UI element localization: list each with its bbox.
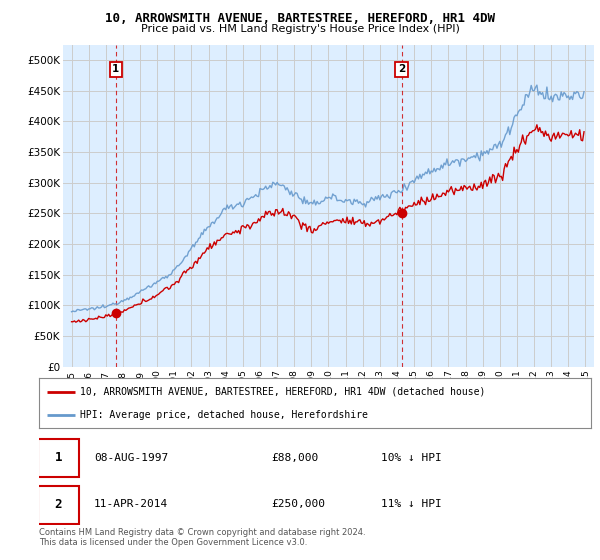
Text: 2: 2 (398, 64, 405, 74)
Text: 11% ↓ HPI: 11% ↓ HPI (381, 500, 442, 509)
Text: £88,000: £88,000 (271, 453, 318, 463)
Text: Price paid vs. HM Land Registry's House Price Index (HPI): Price paid vs. HM Land Registry's House … (140, 24, 460, 34)
Text: 10, ARROWSMITH AVENUE, BARTESTREE, HEREFORD, HR1 4DW (detached house): 10, ARROWSMITH AVENUE, BARTESTREE, HEREF… (80, 386, 486, 396)
Text: 2: 2 (55, 498, 62, 511)
Text: Contains HM Land Registry data © Crown copyright and database right 2024.
This d: Contains HM Land Registry data © Crown c… (39, 528, 365, 547)
Text: 1: 1 (55, 451, 62, 464)
FancyBboxPatch shape (38, 486, 79, 524)
Text: £250,000: £250,000 (271, 500, 325, 509)
Text: 10% ↓ HPI: 10% ↓ HPI (381, 453, 442, 463)
Text: 08-AUG-1997: 08-AUG-1997 (94, 453, 169, 463)
Text: 10, ARROWSMITH AVENUE, BARTESTREE, HEREFORD, HR1 4DW: 10, ARROWSMITH AVENUE, BARTESTREE, HEREF… (105, 12, 495, 25)
Text: 1: 1 (112, 64, 119, 74)
FancyBboxPatch shape (38, 439, 79, 477)
Text: HPI: Average price, detached house, Herefordshire: HPI: Average price, detached house, Here… (80, 410, 368, 420)
Text: 11-APR-2014: 11-APR-2014 (94, 500, 169, 509)
